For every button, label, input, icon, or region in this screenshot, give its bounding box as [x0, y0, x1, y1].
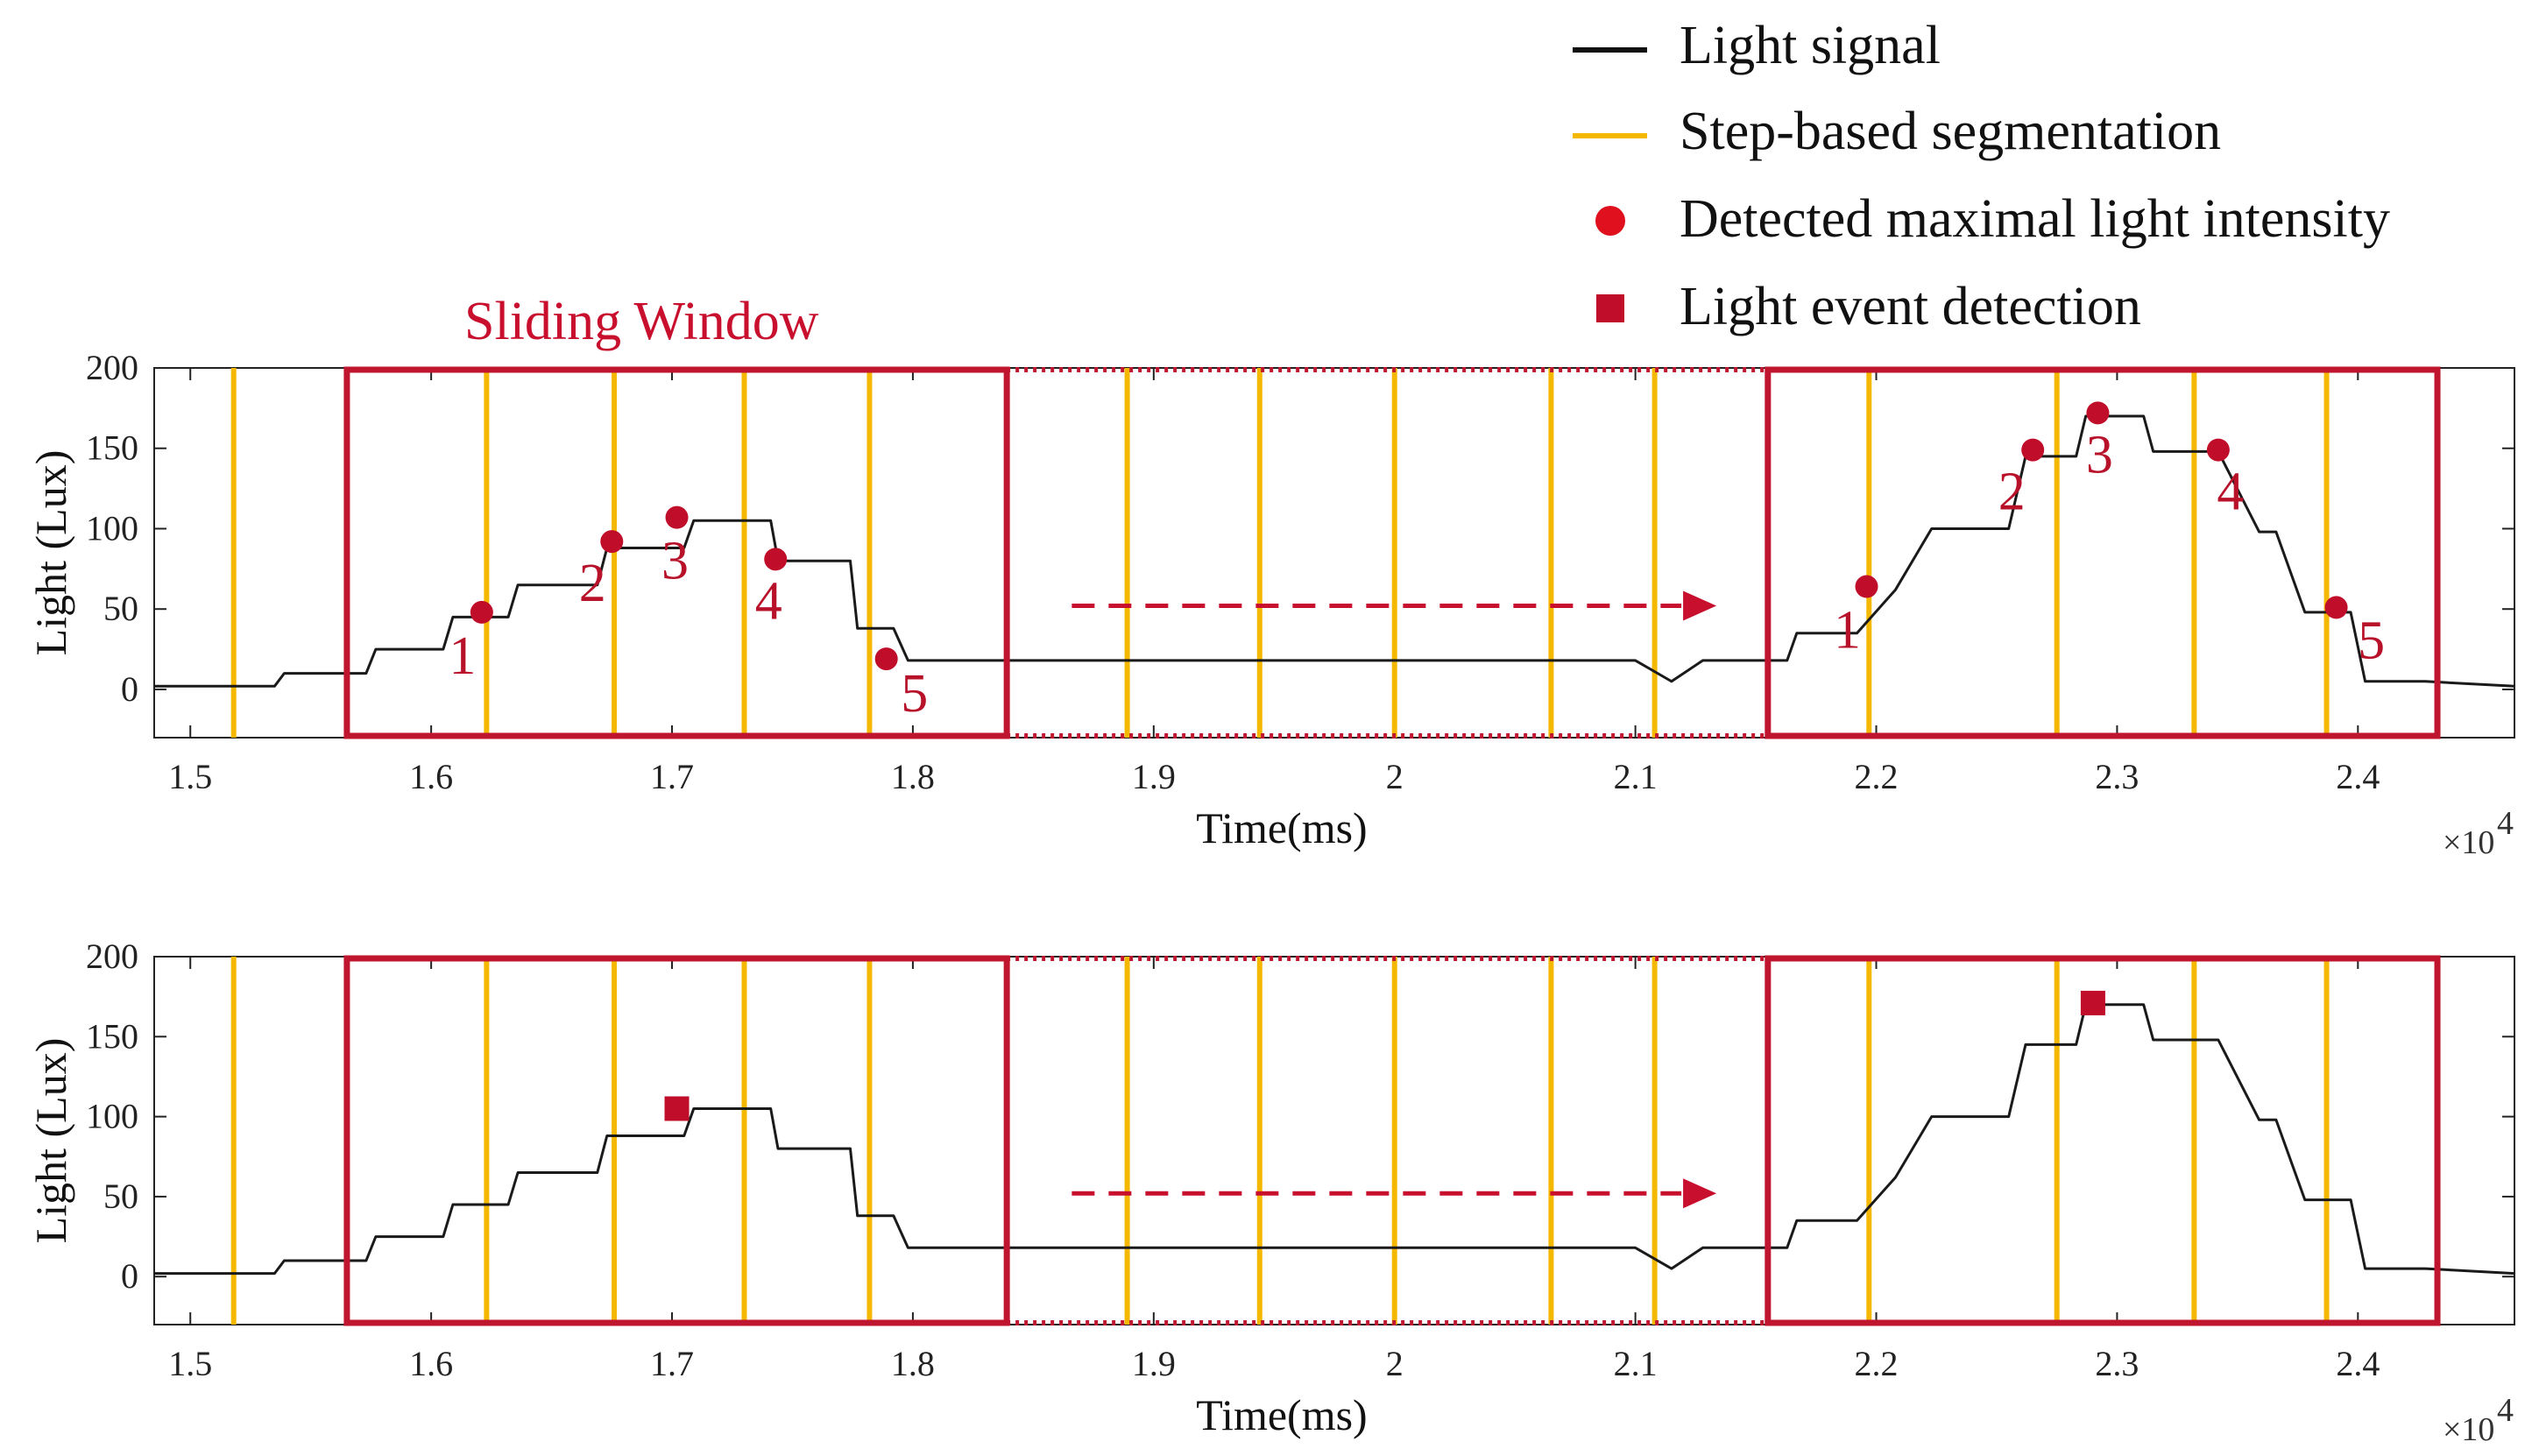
- maximal-intensity-marker: [2086, 401, 2110, 425]
- x-tick-label: 1.6: [409, 1344, 453, 1383]
- maximum-number-label: 1: [449, 626, 476, 686]
- maximal-intensity-marker: [2021, 438, 2045, 462]
- legend-event-label: Light event detection: [1680, 277, 2141, 336]
- y-tick-label: 150: [86, 1016, 138, 1056]
- legend-maxima-label: Detected maximal light intensity: [1680, 189, 2390, 249]
- x-multiplier: ×10: [2443, 1411, 2494, 1448]
- y-tick-label: 200: [86, 937, 138, 976]
- y-tick-label: 0: [121, 669, 138, 709]
- x-tick-label: 2.4: [2336, 1344, 2380, 1383]
- x-tick-label: 1.9: [1132, 757, 1176, 796]
- y-tick-label: 50: [103, 589, 138, 628]
- legend-event-swatch: [1596, 294, 1624, 322]
- y-axis-label: Light (Lux): [26, 450, 75, 656]
- x-tick-label: 2.2: [1855, 1344, 1899, 1383]
- sliding-window-box: [343, 366, 1010, 739]
- sliding-window-box: [343, 955, 1010, 1326]
- sliding-window-box: [1765, 955, 2441, 1326]
- x-tick-label: 1.8: [891, 757, 935, 796]
- x-tick-label: 1.9: [1132, 1344, 1176, 1383]
- x-tick-label: 2.4: [2336, 757, 2380, 796]
- maximum-number-label: 2: [1998, 463, 2026, 522]
- x-multiplier-exponent: 4: [2497, 805, 2514, 842]
- y-axis-label: Light (Lux): [26, 1038, 75, 1244]
- y-tick-label: 100: [86, 508, 138, 548]
- legend-maxima-swatch: [1595, 206, 1625, 236]
- x-tick-label: 1.8: [891, 1344, 935, 1383]
- maximum-number-label: 1: [1834, 601, 1861, 661]
- axes-frame: [153, 367, 2515, 739]
- chart-panel-top: 0 50 100 150 200 1.5 1.6 1.7 1.8 1.9 2 2.1 2.2 2.3 2.4…: [26, 348, 2515, 861]
- x-tick-label: 2.1: [1614, 1344, 1658, 1383]
- window-shift-arrow-head: [1683, 590, 1717, 621]
- x-tick-label: 1.5: [168, 757, 212, 796]
- x-tick-label: 1.7: [650, 1344, 694, 1383]
- x-tick-label: 2.3: [2095, 757, 2139, 796]
- axes-frame: [153, 956, 2515, 1325]
- x-tick-label: 2: [1386, 757, 1404, 796]
- y-tick-label: 50: [103, 1177, 138, 1216]
- maximal-intensity-marker: [874, 647, 898, 671]
- x-multiplier-exponent: 4: [2497, 1392, 2514, 1429]
- x-tick-label: 2.3: [2095, 1344, 2139, 1383]
- maximum-number-label: 3: [661, 532, 689, 591]
- x-axis-label: Time(ms): [1196, 1390, 1367, 1439]
- x-tick-label: 1.5: [168, 1344, 212, 1383]
- maximal-intensity-marker: [600, 530, 624, 554]
- sliding-window-title: Sliding Window: [464, 292, 819, 351]
- x-tick-label: 1.6: [409, 757, 453, 796]
- maximal-intensity-marker: [764, 548, 788, 571]
- y-tick-label: 150: [86, 428, 138, 468]
- chart-panel-bottom: 0 50 100 150 200 1.5 1.6 1.7 1.8 1.9 2 2.1 2.2 2.3 2.4…: [26, 937, 2515, 1448]
- light-signal-line: [154, 1003, 2515, 1276]
- window-shift-arrow-head: [1683, 1178, 1717, 1209]
- maximum-number-label: 5: [2358, 611, 2385, 670]
- maximal-intensity-marker: [2324, 596, 2348, 619]
- x-tick-label: 2: [1386, 1344, 1404, 1383]
- x-tick-label: 2.2: [1855, 757, 1899, 796]
- x-multiplier: ×10: [2443, 824, 2494, 861]
- y-tick-label: 200: [86, 348, 138, 387]
- x-tick-label: 1.7: [650, 757, 694, 796]
- maximal-intensity-marker: [1855, 575, 1878, 598]
- maximum-number-label: 5: [901, 664, 928, 724]
- maximal-intensity-marker: [2206, 438, 2230, 462]
- maximal-intensity-marker: [470, 600, 493, 624]
- light-event-marker: [2080, 990, 2105, 1015]
- light-signal-line: [154, 414, 2515, 688]
- maximum-number-label: 4: [755, 571, 782, 631]
- x-tick-label: 2.1: [1614, 757, 1658, 796]
- legend-signal-label: Light signal: [1680, 16, 1941, 75]
- x-axis-label: Time(ms): [1196, 803, 1367, 852]
- y-tick-label: 0: [121, 1256, 138, 1296]
- legend: Light signal Step-based segmentation Det…: [1573, 16, 2390, 336]
- light-event-marker: [664, 1096, 690, 1121]
- y-tick-label: 100: [86, 1097, 138, 1136]
- maximum-number-label: 2: [579, 554, 606, 613]
- maximal-intensity-marker: [665, 505, 689, 529]
- maximum-number-label: 3: [2086, 425, 2113, 484]
- maximum-number-label: 4: [2217, 463, 2244, 522]
- sliding-window-box: [1765, 366, 2441, 739]
- legend-segmentation-label: Step-based segmentation: [1680, 102, 2221, 161]
